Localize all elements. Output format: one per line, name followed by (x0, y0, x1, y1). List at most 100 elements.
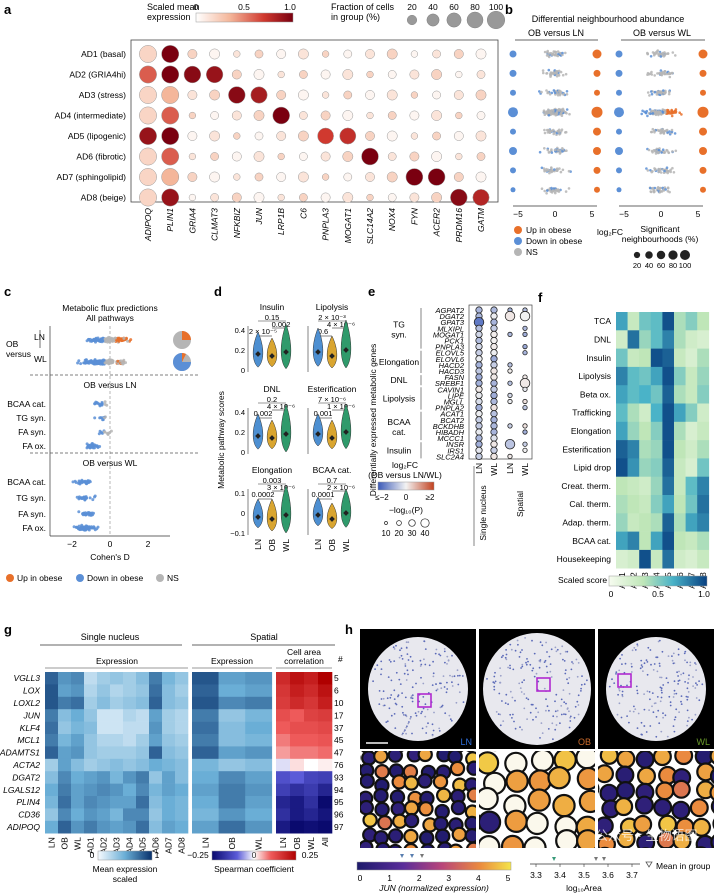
panel-h-speckle (521, 665, 524, 668)
panel-h-speckle (431, 684, 434, 686)
panel-c-point (103, 400, 107, 404)
panel-h-cell (689, 798, 709, 818)
panel-e-dot (490, 367, 498, 375)
panel-f-cell (685, 440, 698, 459)
panel-e-dot (475, 373, 483, 381)
panel-b-point (548, 171, 551, 175)
panel-b-point (663, 91, 667, 95)
panel-h-speckle (526, 718, 528, 720)
panel-h-cell (479, 786, 499, 811)
panel-d-violin-title: BCAA cat. (313, 465, 352, 475)
panel-g-single-cell (149, 783, 163, 797)
panel-c-tick-2: 2 (146, 539, 151, 549)
panel-h-speckle (629, 710, 631, 713)
panel-c-point (79, 527, 83, 531)
panel-h-speckle (389, 696, 392, 699)
panel-f-cell (662, 348, 675, 368)
panel-c-point (84, 496, 88, 500)
panel-a-dot (476, 152, 486, 161)
panel-g-single-cell (123, 696, 137, 710)
panel-a-dot (276, 90, 287, 100)
panel-b-point (646, 71, 650, 75)
panel-f-colorbar-tick-1: 0.5 (652, 589, 664, 599)
panel-a-dot (139, 168, 157, 186)
panel-a-dot (231, 151, 242, 162)
panel-h-speckle (532, 718, 534, 721)
panel-h-speckle (648, 691, 651, 693)
panel-b-point (543, 128, 546, 132)
panel-g-spatial-cell (192, 696, 219, 710)
panel-g-col-label: AD4 (125, 837, 135, 854)
panel-g-corr-cell (290, 734, 305, 747)
panel-h-speckle (406, 669, 409, 672)
panel-h-speckle (404, 714, 407, 716)
panel-h-speckle (426, 708, 429, 711)
panel-h-speckle (651, 692, 654, 694)
panel-g-single-cell (45, 796, 59, 809)
panel-h-speckle (630, 662, 633, 665)
panel-h-speckle (646, 690, 649, 693)
panel-h-speckle (455, 701, 458, 704)
panel-b-point (668, 90, 671, 94)
panel-b-size-tick: 40 (645, 261, 653, 270)
panel-e-legend-tick-2: ≥2 (426, 493, 435, 502)
panel-a-dot (453, 90, 464, 100)
panel-g-single-cell (175, 721, 189, 735)
panel-c-point (96, 361, 100, 364)
panel-b-point (670, 128, 674, 132)
panel-h-speckle (444, 712, 447, 715)
panel-g-single-cell (45, 734, 59, 747)
panel-g-count: 93 (334, 772, 344, 782)
panel-h-speckle (462, 701, 465, 703)
panel-b-point (653, 149, 657, 152)
panel-h-speckle (521, 728, 523, 731)
panel-h-speckle (390, 679, 393, 682)
panel-d-mean-marker (329, 435, 335, 441)
panel-h-speckle (420, 663, 423, 666)
panel-d-ytick: −0.1 (230, 529, 245, 538)
panel-a-dot (139, 86, 157, 104)
panel-h-speckle (580, 690, 582, 692)
panel-c-row-label: FA ox. (22, 441, 46, 451)
panel-h-speckle (380, 698, 383, 700)
panel-h-cells (360, 751, 476, 848)
panel-g-single-cell (45, 820, 59, 834)
panel-a-dot (343, 172, 353, 182)
panel-g-corr-cell (318, 672, 333, 685)
panel-e-dot (490, 379, 498, 387)
panel-g-corr-cell (276, 820, 291, 834)
panel-g-legend-title-1b: scaled (113, 874, 138, 884)
panel-g-single-cell (149, 746, 163, 760)
panel-a-gene-label: PLIN1 (165, 208, 175, 232)
panel-g-single-cell (110, 696, 124, 710)
panel-c-row-labels: BCAA cat.BCAA cat.TG syn.TG syn.FA syn.F… (7, 399, 46, 533)
panel-b-point (655, 50, 659, 53)
panel-g-single-cell (97, 672, 111, 685)
panel-f-cell (639, 495, 652, 514)
panel-a-dot (431, 151, 442, 162)
panel-h-cell (403, 800, 420, 816)
panel-g-single-cell (162, 709, 176, 722)
panel-h-cell (598, 834, 616, 848)
panel-f-cell (650, 366, 663, 386)
panel-g-spatial-heatmap (192, 672, 273, 834)
panel-h-speckle (552, 715, 555, 718)
panel-c-point (79, 362, 83, 366)
panel-g-single-cell (58, 820, 72, 834)
panel-h-speckle (576, 700, 579, 703)
panel-d-mean-marker (269, 435, 275, 441)
panel-a-dot (321, 91, 330, 99)
panel-e-gene-label: SLC2A4 (436, 452, 464, 461)
panel-e-dot (522, 447, 528, 453)
panel-d-mean-marker (283, 512, 289, 518)
panel-d-violin-wl (340, 488, 352, 528)
panel-h-speckle (456, 669, 459, 672)
panel-c-point (82, 512, 86, 516)
panel-h-speckle (563, 713, 565, 715)
panel-h-speckle (544, 659, 547, 662)
panel-h-speckle (621, 663, 623, 665)
panel-g-single-cell (136, 721, 150, 735)
panel-g-count: 94 (334, 785, 344, 795)
panel-b-point (657, 187, 661, 191)
panel-h-cell (652, 751, 672, 767)
